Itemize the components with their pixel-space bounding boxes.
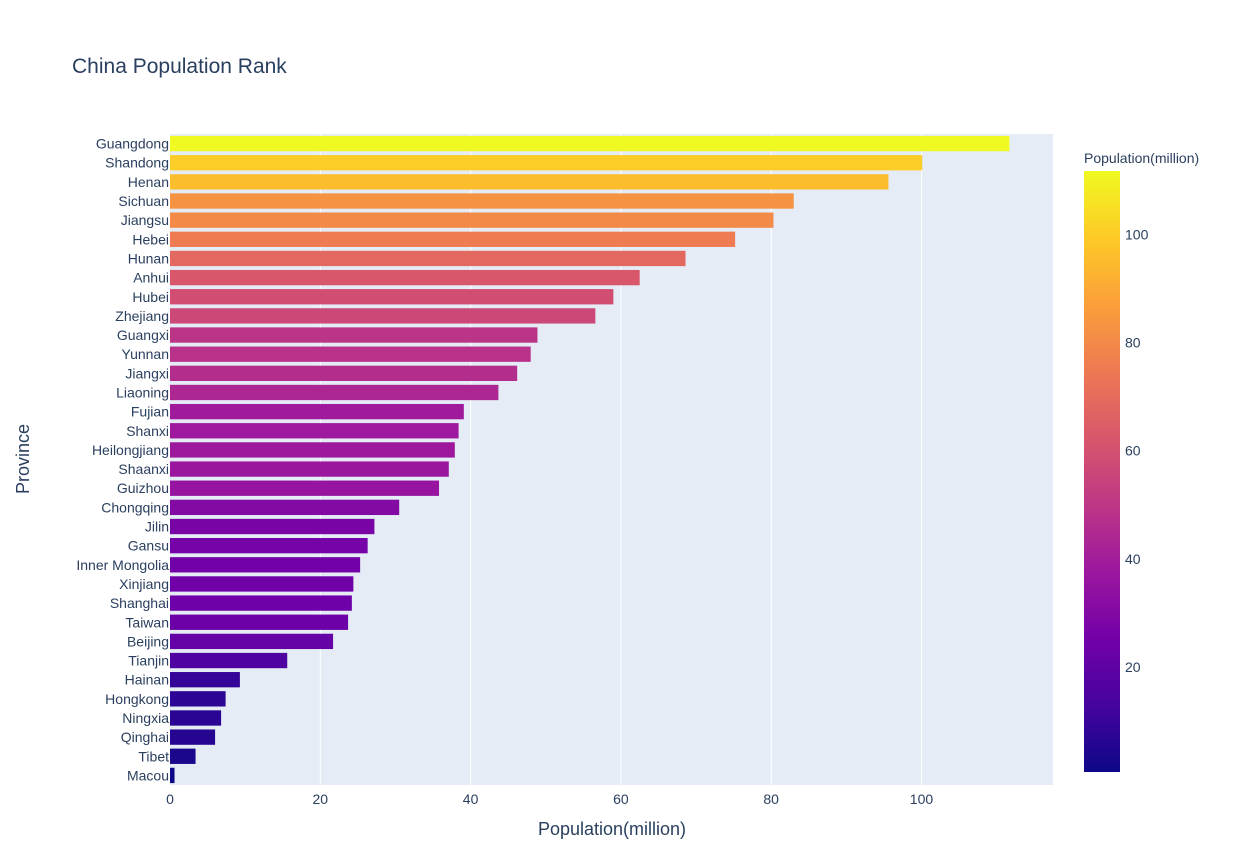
bar	[170, 327, 538, 343]
y-tick-label: Yunnan	[122, 346, 170, 362]
colorbar-tick-label: 100	[1125, 226, 1149, 242]
y-tick-label: Shandong	[105, 155, 169, 171]
bar	[170, 652, 288, 669]
bar	[170, 212, 774, 228]
bar	[170, 480, 440, 496]
y-tick-label: Hunan	[128, 250, 169, 266]
y-tick-label: Liaoning	[116, 384, 169, 400]
y-tick-label: Hainan	[125, 672, 169, 688]
y-tick-label: Jiangsu	[121, 212, 169, 228]
bar	[170, 308, 596, 324]
colorbar-ticks: 20 40 60 80 100	[1125, 226, 1149, 675]
y-tick-label: Hebei	[132, 231, 169, 247]
y-tick-label: Hongkong	[105, 691, 169, 707]
y-axis-title: Province	[13, 424, 33, 494]
bar	[170, 174, 889, 190]
chart-title: China Population Rank	[72, 55, 287, 78]
y-tick-label: Heilongjiang	[92, 442, 169, 458]
bar	[170, 250, 686, 267]
bar	[170, 499, 400, 516]
bar	[170, 557, 361, 573]
bar	[170, 442, 455, 458]
bar	[170, 614, 349, 630]
x-tick-label: 60	[613, 791, 629, 807]
y-tick-label: Zhejiang	[115, 308, 169, 324]
y-tick-label: Tibet	[138, 748, 169, 764]
colorbar	[1084, 171, 1120, 772]
bar	[170, 403, 464, 420]
bar	[170, 289, 614, 305]
bar	[170, 633, 334, 650]
bar	[170, 365, 518, 381]
bar	[170, 384, 499, 401]
y-tick-label: Shaanxi	[118, 461, 169, 477]
y-tick-label: Jilin	[145, 519, 169, 535]
bar	[170, 576, 354, 592]
y-tick-label: Shanghai	[110, 595, 169, 611]
bar	[170, 193, 794, 209]
y-tick-label: Ningxia	[122, 710, 169, 726]
y-tick-label: Fujian	[131, 404, 169, 420]
bar	[170, 135, 1010, 152]
x-axis-title: Population(million)	[538, 819, 686, 839]
bar	[170, 710, 222, 726]
bar	[170, 729, 216, 745]
bars	[170, 135, 1010, 784]
y-tick-label: Sichuan	[118, 193, 169, 209]
x-tick-label: 20	[313, 791, 329, 807]
colorbar-tick-label: 80	[1125, 334, 1141, 350]
bar	[170, 748, 196, 764]
x-tick-label: 80	[763, 791, 779, 807]
bar	[170, 155, 923, 171]
bar	[170, 231, 736, 247]
x-tick-label: 100	[910, 791, 934, 807]
bar	[170, 269, 640, 286]
y-tick-label: Tianjin	[128, 653, 169, 669]
bar	[170, 423, 459, 439]
y-tick-label: Anhui	[133, 270, 169, 286]
x-tick-label: 40	[463, 791, 479, 807]
y-tick-label: Chongqing	[101, 499, 169, 515]
y-tick-label: Macou	[127, 767, 169, 783]
colorbar-tick-label: 40	[1125, 551, 1141, 567]
x-axis-ticks: 0 20 40 60 80 100	[166, 791, 933, 807]
y-tick-label: Inner Mongolia	[76, 557, 169, 573]
bar	[170, 691, 226, 707]
colorbar-title: Population(million)	[1084, 150, 1199, 166]
colorbar-tick-label: 60	[1125, 443, 1141, 459]
bar	[170, 538, 368, 554]
y-tick-label: Gansu	[128, 538, 169, 554]
y-tick-label: Qinghai	[121, 729, 169, 745]
bar	[170, 518, 375, 535]
y-tick-label: Shanxi	[126, 423, 169, 439]
y-tick-label: Guangdong	[96, 136, 169, 152]
y-tick-label: Xinjiang	[119, 576, 169, 592]
y-tick-label: Henan	[128, 174, 169, 190]
x-tick-label: 0	[166, 791, 174, 807]
y-tick-label: Hubei	[132, 289, 169, 305]
y-tick-label: Guizhou	[117, 480, 169, 496]
bar	[170, 346, 531, 362]
colorbar-tick-label: 20	[1125, 659, 1141, 675]
bar	[170, 461, 449, 477]
y-tick-label: Taiwan	[125, 614, 169, 630]
y-axis-ticks: Guangdong Shandong Henan Sichuan Jiangsu Hebe…	[76, 136, 169, 784]
bar	[170, 767, 175, 784]
bar	[170, 595, 352, 611]
y-tick-label: Beijing	[127, 633, 169, 649]
y-tick-label: Jiangxi	[125, 365, 169, 381]
y-tick-label: Guangxi	[117, 327, 169, 343]
bar	[170, 672, 240, 688]
